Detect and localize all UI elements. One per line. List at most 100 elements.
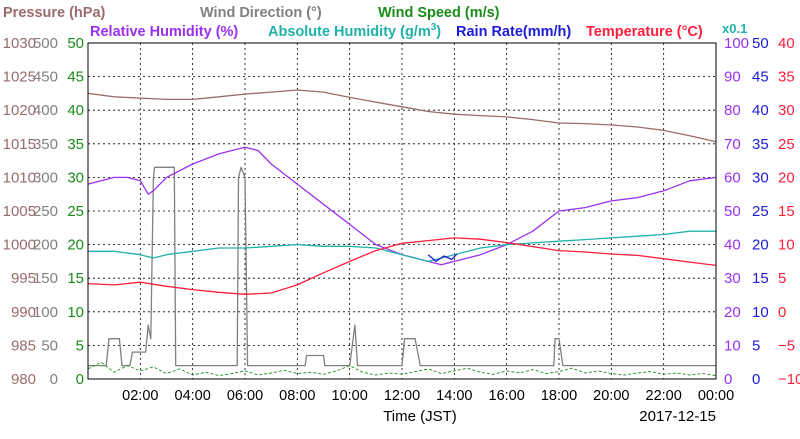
y-tick-label-temperature: 30: [778, 102, 795, 119]
series-line-wind_direction: [88, 166, 716, 367]
y-tick-label-temperature: −10: [778, 371, 800, 388]
y-tick-label-wind_speed: 5: [76, 337, 84, 354]
y-tick-label-pressure: 1005: [3, 203, 36, 220]
y-tick-label-temperature: 25: [778, 136, 795, 153]
chart-date: 2017-12-15: [639, 408, 716, 425]
legend-rain-scale-note: x0.1: [722, 21, 747, 36]
y-tick-label-rain_rate: 20: [752, 237, 769, 254]
y-tick-label-rain_rate: 30: [752, 169, 769, 186]
y-tick-label-rain_rate: 35: [752, 136, 769, 153]
y-tick-label-temperature: −5: [778, 337, 795, 354]
x-tick-label: 02:00: [122, 388, 158, 404]
y-tick-label-temperature: 10: [778, 237, 795, 254]
y-tick-label-temperature: 35: [778, 69, 795, 86]
y-tick-label-pressure: 1000: [3, 237, 36, 254]
series-line-temperature: [87, 237, 717, 295]
y-tick-label-rain_rate: 5: [752, 337, 760, 354]
x-tick-label: 04:00: [175, 388, 211, 404]
y-tick-label-humidity: 0: [724, 371, 732, 388]
plot-frame: [87, 42, 717, 380]
y-tick-label-pressure: 990: [11, 304, 36, 321]
y-tick-label-wind_direction: 300: [33, 169, 58, 186]
x-tick-label: 18:00: [541, 388, 577, 404]
y-tick-label-pressure: 1030: [3, 35, 36, 52]
y-tick-label-wind_speed: 35: [67, 136, 84, 153]
y-tick-label-rain_rate: 50: [752, 35, 769, 52]
series-line-rain_rate: [427, 253, 458, 263]
y-tick-label-humidity: 80: [724, 102, 741, 119]
y-tick-label-pressure: 985: [11, 337, 36, 354]
y-tick-label-wind_speed: 10: [67, 304, 84, 321]
x-tick-label: 10:00: [332, 388, 368, 404]
y-tick-label-wind_speed: 50: [67, 35, 84, 52]
y-tick-label-rain_rate: 45: [752, 69, 769, 86]
series-line-wind_speed: [87, 361, 717, 377]
y-tick-label-pressure: 995: [11, 270, 36, 287]
legend-wind-speed: Wind Speed (m/s): [378, 5, 500, 21]
x-tick-label: 14:00: [436, 388, 472, 404]
series-line-humidity: [88, 230, 716, 263]
x-tick-label: 08:00: [279, 388, 315, 404]
y-tick-label-rain_rate: 0: [752, 371, 760, 388]
axis-layer: 02:00 04:00 06:00 08:00 10:00 12:00 14:00 16:00…: [3, 35, 800, 404]
legend-absolute-humidity: Absolute Humidity (g/m3): [268, 22, 441, 40]
x-tick-label: 22:00: [646, 388, 682, 404]
legend-absolute-humidity-main: Absolute Humidity (g/m: [268, 24, 431, 40]
legend: Pressure (hPa) Wind Direction (°) Wind S…: [3, 5, 747, 40]
y-tick-label-wind_direction: 400: [33, 102, 58, 119]
y-tick-label-humidity: 70: [724, 136, 741, 153]
x-tick-label: 00:00: [698, 388, 734, 404]
y-tick-label-pressure: 1020: [3, 102, 36, 119]
x-tick-label: 16:00: [489, 388, 525, 404]
y-tick-label-humidity: 30: [724, 270, 741, 287]
y-tick-label-wind_direction: 450: [33, 69, 58, 86]
y-tick-label-wind_speed: 30: [67, 169, 84, 186]
series-layer: [87, 89, 717, 377]
x-tick-label: 12:00: [384, 388, 420, 404]
y-tick-label-wind_speed: 15: [67, 270, 84, 287]
series-line-pressure: [87, 89, 717, 143]
y-tick-label-wind_direction: 0: [50, 371, 58, 388]
y-tick-label-temperature: 0: [778, 304, 786, 321]
legend-rain-rate: Rain Rate(mm/h): [456, 24, 571, 40]
x-tick-label: 20:00: [593, 388, 629, 404]
y-tick-label-pressure: 1015: [3, 136, 36, 153]
grid: [88, 43, 716, 379]
y-tick-label-wind_direction: 100: [33, 304, 58, 321]
legend-temperature: Temperature (°C): [586, 24, 703, 40]
y-tick-label-wind_direction: 50: [41, 337, 58, 354]
y-tick-label-pressure: 1010: [3, 169, 36, 186]
y-tick-label-rain_rate: 10: [752, 304, 769, 321]
legend-absolute-humidity-close: ): [436, 24, 441, 40]
y-tick-label-wind_speed: 40: [67, 102, 84, 119]
y-tick-label-temperature: 5: [778, 270, 786, 287]
legend-relative-humidity: Relative Humidity (%): [90, 24, 238, 40]
y-tick-label-temperature: 40: [778, 35, 795, 52]
y-tick-label-pressure: 980: [11, 371, 36, 388]
y-tick-label-humidity: 60: [724, 169, 741, 186]
y-tick-label-humidity: 20: [724, 304, 741, 321]
y-tick-label-rain_rate: 40: [752, 102, 769, 119]
y-tick-label-wind_direction: 500: [33, 35, 58, 52]
y-tick-label-temperature: 15: [778, 203, 795, 220]
y-tick-label-pressure: 1025: [3, 69, 36, 86]
y-tick-label-wind_speed: 20: [67, 237, 84, 254]
y-tick-label-wind_speed: 45: [67, 69, 84, 86]
y-tick-label-wind_direction: 150: [33, 270, 58, 287]
y-tick-label-wind_speed: 25: [67, 203, 84, 220]
y-tick-label-humidity: 10: [724, 337, 741, 354]
x-tick-label: 06:00: [227, 388, 263, 404]
y-tick-label-temperature: 20: [778, 169, 795, 186]
legend-pressure: Pressure (hPa): [3, 5, 106, 21]
y-tick-label-humidity: 90: [724, 69, 741, 86]
y-tick-label-rain_rate: 15: [752, 270, 769, 287]
legend-wind-direction: Wind Direction (°): [200, 5, 322, 21]
y-tick-label-rain_rate: 25: [752, 203, 769, 220]
series-line-humidity: [87, 146, 717, 266]
y-tick-label-wind_direction: 200: [33, 237, 58, 254]
y-tick-label-wind_speed: 0: [76, 371, 84, 388]
legend-absolute-humidity-sup: 3: [431, 22, 437, 33]
x-axis-label: Time (JST): [383, 408, 457, 425]
